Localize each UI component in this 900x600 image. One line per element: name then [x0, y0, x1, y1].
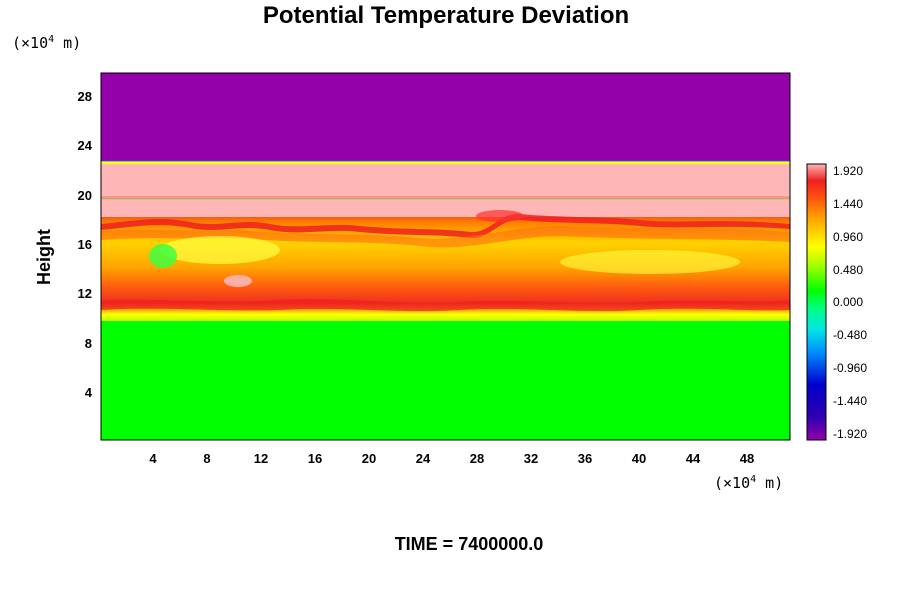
- top-boundary-line: [101, 161, 790, 164]
- colorbar-tick-label: 0.000: [833, 295, 863, 309]
- colorbar-tick-label: 1.920: [833, 164, 863, 178]
- time-label: TIME = 7400000.0: [395, 534, 544, 554]
- colorbar-tick-label: -1.440: [833, 394, 867, 408]
- x-tick-label: 40: [632, 451, 646, 466]
- x-tick-label: 8: [203, 451, 210, 466]
- x-tick-label: 32: [524, 451, 538, 466]
- colorbar-tick-label: 1.440: [833, 197, 863, 211]
- colorbar-tick-label: -0.480: [833, 328, 867, 342]
- x-tick-label: 48: [740, 451, 754, 466]
- x-tick-label: 12: [254, 451, 268, 466]
- y-unit-exponent: 4: [48, 34, 54, 45]
- yellow-patch: [560, 250, 740, 274]
- pink-patch: [224, 275, 252, 287]
- colorbar-scale: [806, 163, 827, 441]
- x-tick-label: 44: [686, 451, 701, 466]
- upper-band-boundary: [101, 213, 790, 239]
- x-tick-label: 4: [149, 451, 157, 466]
- x-tick-label: 24: [416, 451, 431, 466]
- layer-upper: [101, 163, 790, 217]
- x-axis-ticks: 4 8 12 16 20 24 28 32 36 40 44 48: [149, 451, 754, 466]
- y-axis-ticks: 4 8 12 16 20 24 28: [78, 89, 93, 400]
- plot-area: [100, 72, 791, 441]
- plot-frame: [100, 72, 791, 441]
- upper-stripe: [101, 196, 790, 199]
- y-axis-unit: (×104 m): [12, 34, 81, 52]
- layer-top: [101, 73, 790, 164]
- x-unit-prefix: (×10: [714, 474, 750, 492]
- y-tick-label: 20: [78, 188, 92, 203]
- colorbar-tick-label: -0.960: [833, 361, 867, 375]
- upper-band-shadow: [101, 226, 790, 248]
- x-unit-suffix: m): [756, 474, 783, 492]
- colorbar: 1.920 1.440 0.960 0.480 0.000 -0.480 -0.…: [806, 163, 867, 441]
- lower-band-boundary: [101, 299, 790, 312]
- x-tick-label: 36: [578, 451, 592, 466]
- top-boundary-line-blue: [101, 160, 790, 162]
- y-tick-label: 4: [85, 385, 93, 400]
- colorbar-tick-label: -1.920: [833, 427, 867, 441]
- y-tick-label: 12: [78, 286, 92, 301]
- green-patch: [149, 244, 177, 268]
- y-tick-label: 24: [78, 138, 93, 153]
- layer-lower-troposphere: [101, 319, 790, 440]
- x-tick-label: 28: [470, 451, 484, 466]
- red-patch: [476, 210, 524, 222]
- yellow-patch: [160, 236, 280, 264]
- y-tick-label: 28: [78, 89, 92, 104]
- colorbar-tick-label: 0.480: [833, 263, 863, 277]
- y-tick-label: 16: [78, 237, 92, 252]
- y-tick-label: 8: [85, 336, 92, 351]
- colorbar-tick-label: 0.960: [833, 230, 863, 244]
- upper-stripe-green: [101, 198, 790, 200]
- y-unit-prefix: (×10: [12, 34, 48, 52]
- x-axis-unit: (×104 m): [714, 474, 783, 492]
- x-unit-exponent: 4: [750, 474, 756, 485]
- x-tick-label: 16: [308, 451, 322, 466]
- x-tick-label: 20: [362, 451, 376, 466]
- y-unit-suffix: m): [54, 34, 81, 52]
- chart-title: Potential Temperature Deviation: [263, 2, 629, 29]
- y-axis-label: Height: [34, 229, 54, 285]
- colorbar-labels: 1.920 1.440 0.960 0.480 0.000 -0.480 -0.…: [833, 164, 867, 441]
